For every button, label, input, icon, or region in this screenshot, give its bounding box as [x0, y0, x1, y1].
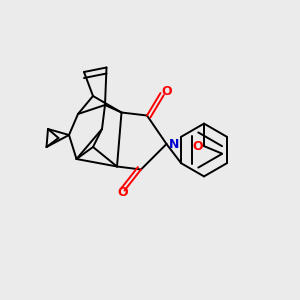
Text: O: O — [118, 186, 128, 200]
Text: O: O — [192, 140, 203, 154]
Text: O: O — [161, 85, 172, 98]
Text: N: N — [169, 137, 179, 151]
